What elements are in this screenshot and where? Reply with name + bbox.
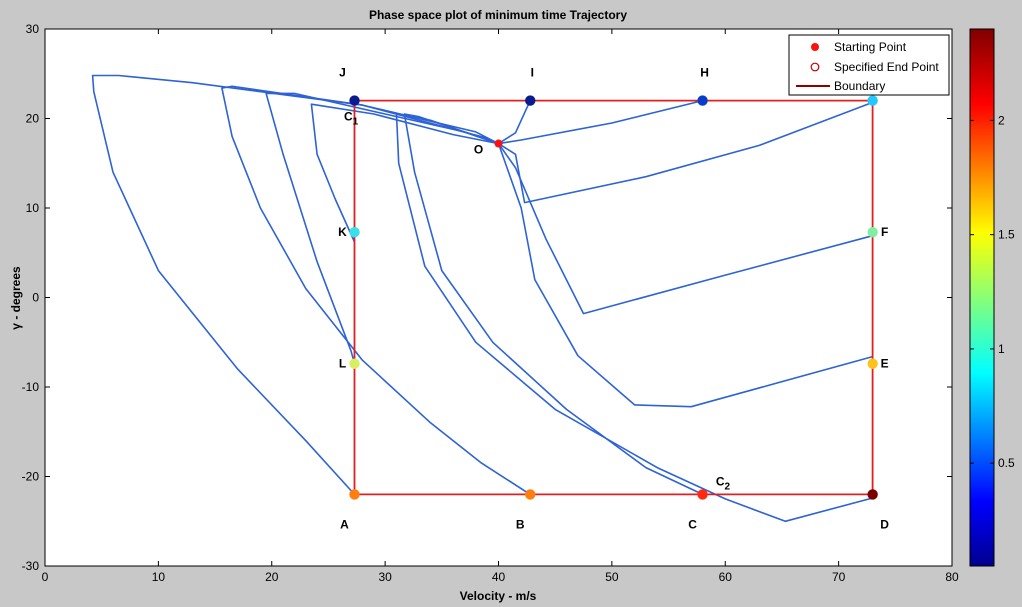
axis-ticks: 0 10 20 30 40 50 60 70 80 -30 -20 -10 0 10 20 30 — [22, 22, 959, 584]
x-tick-label: 10 — [152, 570, 166, 584]
legend-marker-end — [810, 62, 820, 72]
legend-label-boundary: Boundary — [834, 79, 885, 93]
colorbar-ticks: 0.5 1 1.5 2 — [970, 113, 1015, 470]
x-axis-label: Velocity - m/s — [460, 589, 537, 603]
trajectory-line — [498, 99, 703, 145]
y-tick-label: 10 — [26, 201, 40, 215]
x-tick-label: 0 — [42, 570, 49, 584]
endpoint-label-i: I — [531, 66, 534, 80]
x-tick-label: 30 — [378, 570, 392, 584]
x-tick-label: 50 — [605, 570, 619, 584]
y-tick-label: 20 — [26, 112, 40, 126]
trajectory-line — [498, 100, 531, 145]
colorbar-tick-label: 0.5 — [998, 456, 1015, 470]
start-point-marker — [494, 139, 503, 148]
annotation-subscript: 1 — [353, 116, 359, 127]
endpoint-label-c: C — [688, 517, 697, 531]
y-tick-label: 0 — [32, 291, 39, 305]
y-tick-label: -30 — [22, 559, 40, 573]
endpoint-marker-i — [525, 95, 536, 106]
x-tick-label: 20 — [265, 570, 279, 584]
colorbar-tick-label: 1 — [998, 342, 1005, 356]
colorbar-tick-label: 2 — [998, 113, 1005, 127]
trajectory-lines — [91, 74, 873, 523]
endpoint-label-k: K — [338, 225, 347, 239]
start-point-label: O — [474, 143, 483, 157]
x-tick-label: 60 — [719, 570, 733, 584]
endpoint-label-d: D — [880, 517, 889, 531]
endpoint-label-h: H — [700, 66, 709, 80]
trajectory-line — [221, 85, 531, 496]
y-tick-label: -10 — [22, 380, 40, 394]
chart-title: Phase space plot of minimum time Traject… — [369, 8, 627, 22]
legend-label-start: Starting Point — [834, 40, 907, 54]
trajectory-line — [395, 113, 873, 523]
annotation-base: C — [344, 109, 353, 123]
trajectory-line — [310, 103, 499, 243]
trajectory-line — [403, 113, 703, 496]
endpoint-marker-g — [867, 95, 878, 106]
endpoint-label-e: E — [881, 357, 889, 371]
endpoint-marker-a — [349, 489, 360, 500]
y-tick-label: 30 — [26, 22, 40, 36]
legend: Starting Point Specified End Point Bound… — [788, 34, 950, 96]
annotation-base: C — [716, 474, 725, 488]
endpoint-label-f: F — [881, 225, 888, 239]
colorbar: 0.5 1 1.5 2 — [969, 28, 1015, 567]
x-tick-label: 40 — [492, 570, 506, 584]
annotation-c1: C1 — [344, 109, 359, 127]
trajectory-line — [498, 101, 873, 204]
trajectory-line — [265, 92, 499, 364]
colorbar-tick-label: 1.5 — [998, 228, 1015, 242]
endpoint-marker-k — [349, 226, 360, 238]
endpoint-marker-j — [349, 95, 360, 106]
legend-marker-start — [811, 43, 819, 51]
y-tick-label: -20 — [22, 470, 40, 484]
trajectory-line — [497, 143, 873, 408]
y-axis-label: γ - degrees — [9, 266, 23, 330]
endpoint-marker-h — [697, 95, 708, 106]
endpoint-marker-b — [525, 489, 536, 500]
annotation-c2: C2 — [716, 474, 731, 492]
endpoint-marker-d — [867, 489, 878, 500]
endpoint-marker-f — [867, 226, 878, 238]
endpoint-label-a: A — [340, 517, 349, 531]
annotation-subscript: 2 — [725, 481, 731, 492]
colorbar-gradient — [969, 28, 995, 567]
endpoint-markers: A B C D E F H I J K L O — [338, 66, 889, 532]
x-tick-label: 80 — [945, 570, 959, 584]
endpoint-label-b: B — [516, 517, 525, 531]
trajectory-line — [497, 143, 873, 315]
endpoint-label-l: L — [339, 357, 346, 371]
legend-label-end: Specified End Point — [834, 60, 939, 74]
endpoint-marker-e — [867, 358, 878, 369]
x-tick-label: 70 — [832, 570, 846, 584]
plot-area — [44, 28, 953, 567]
endpoint-marker-l — [349, 358, 360, 369]
endpoint-label-j: J — [339, 66, 346, 80]
endpoint-marker-c — [697, 489, 708, 500]
